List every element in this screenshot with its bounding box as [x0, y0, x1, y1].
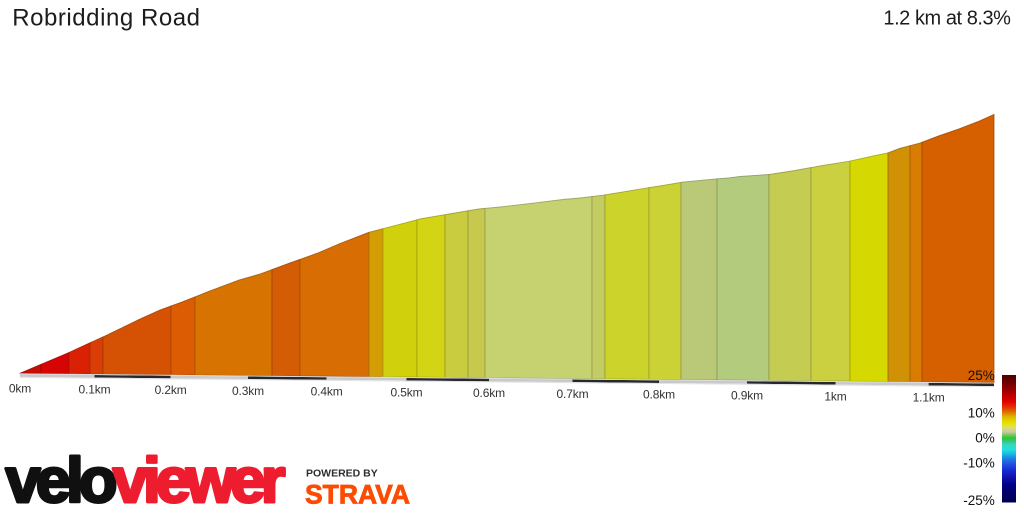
svg-text:Robridding Road: Robridding Road	[12, 5, 200, 32]
svg-text:-10%: -10%	[963, 455, 995, 470]
svg-text:0km: 0km	[9, 382, 31, 396]
svg-text:-25%: -25%	[963, 493, 995, 508]
svg-text:0%: 0%	[975, 430, 995, 445]
svg-text:0.5km: 0.5km	[391, 385, 423, 399]
svg-text:0.2km: 0.2km	[155, 383, 187, 397]
svg-text:0.3km: 0.3km	[232, 384, 264, 398]
svg-text:0.7km: 0.7km	[557, 387, 589, 401]
svg-text:veloviewer: veloviewer	[6, 446, 285, 512]
svg-text:0.1km: 0.1km	[79, 382, 111, 396]
svg-text:0.6km: 0.6km	[473, 386, 505, 400]
svg-text:STRAVA: STRAVA	[305, 480, 410, 510]
svg-text:1.1km: 1.1km	[913, 390, 945, 404]
svg-text:0.8km: 0.8km	[643, 388, 675, 402]
svg-text:1.2 km at 8.3%: 1.2 km at 8.3%	[883, 8, 1011, 30]
svg-text:0.4km: 0.4km	[311, 385, 343, 399]
svg-text:10%: 10%	[968, 405, 995, 420]
svg-text:POWERED BY: POWERED BY	[306, 468, 378, 480]
svg-text:1km: 1km	[824, 389, 846, 403]
svg-text:0.9km: 0.9km	[731, 389, 763, 403]
svg-text:25%: 25%	[968, 368, 995, 383]
